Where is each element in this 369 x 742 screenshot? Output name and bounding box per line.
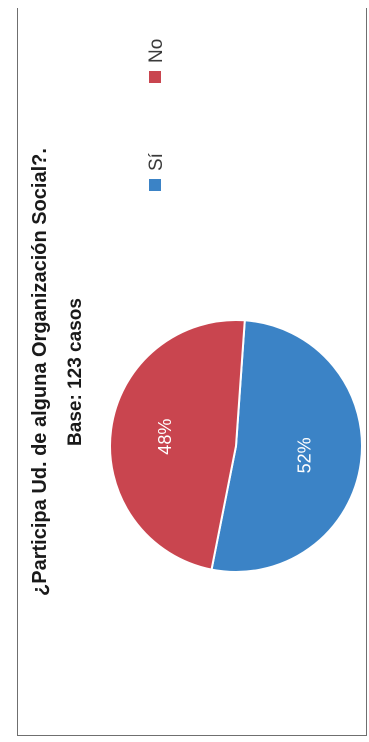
legend-item-si: Sí bbox=[146, 153, 168, 191]
pie-slice-si bbox=[210, 319, 363, 573]
chart-title: ¿Participa Ud. de alguna Organización So… bbox=[29, 148, 51, 596]
pie-chart: 52% 48% bbox=[109, 319, 363, 573]
legend-item-no: No bbox=[146, 39, 168, 83]
chart-subtitle: Base: 123 casos bbox=[65, 298, 86, 446]
pie-slice-no bbox=[109, 319, 246, 571]
data-label-si: 52% bbox=[295, 437, 315, 473]
chart-canvas: ¿Participa Ud. de alguna Organización So… bbox=[18, 8, 368, 736]
legend-label-si: Sí bbox=[146, 153, 167, 171]
legend-swatch-si bbox=[149, 179, 161, 191]
data-label-no: 48% bbox=[155, 419, 175, 455]
legend-label-no: No bbox=[146, 38, 167, 63]
legend-swatch-no bbox=[149, 71, 161, 83]
